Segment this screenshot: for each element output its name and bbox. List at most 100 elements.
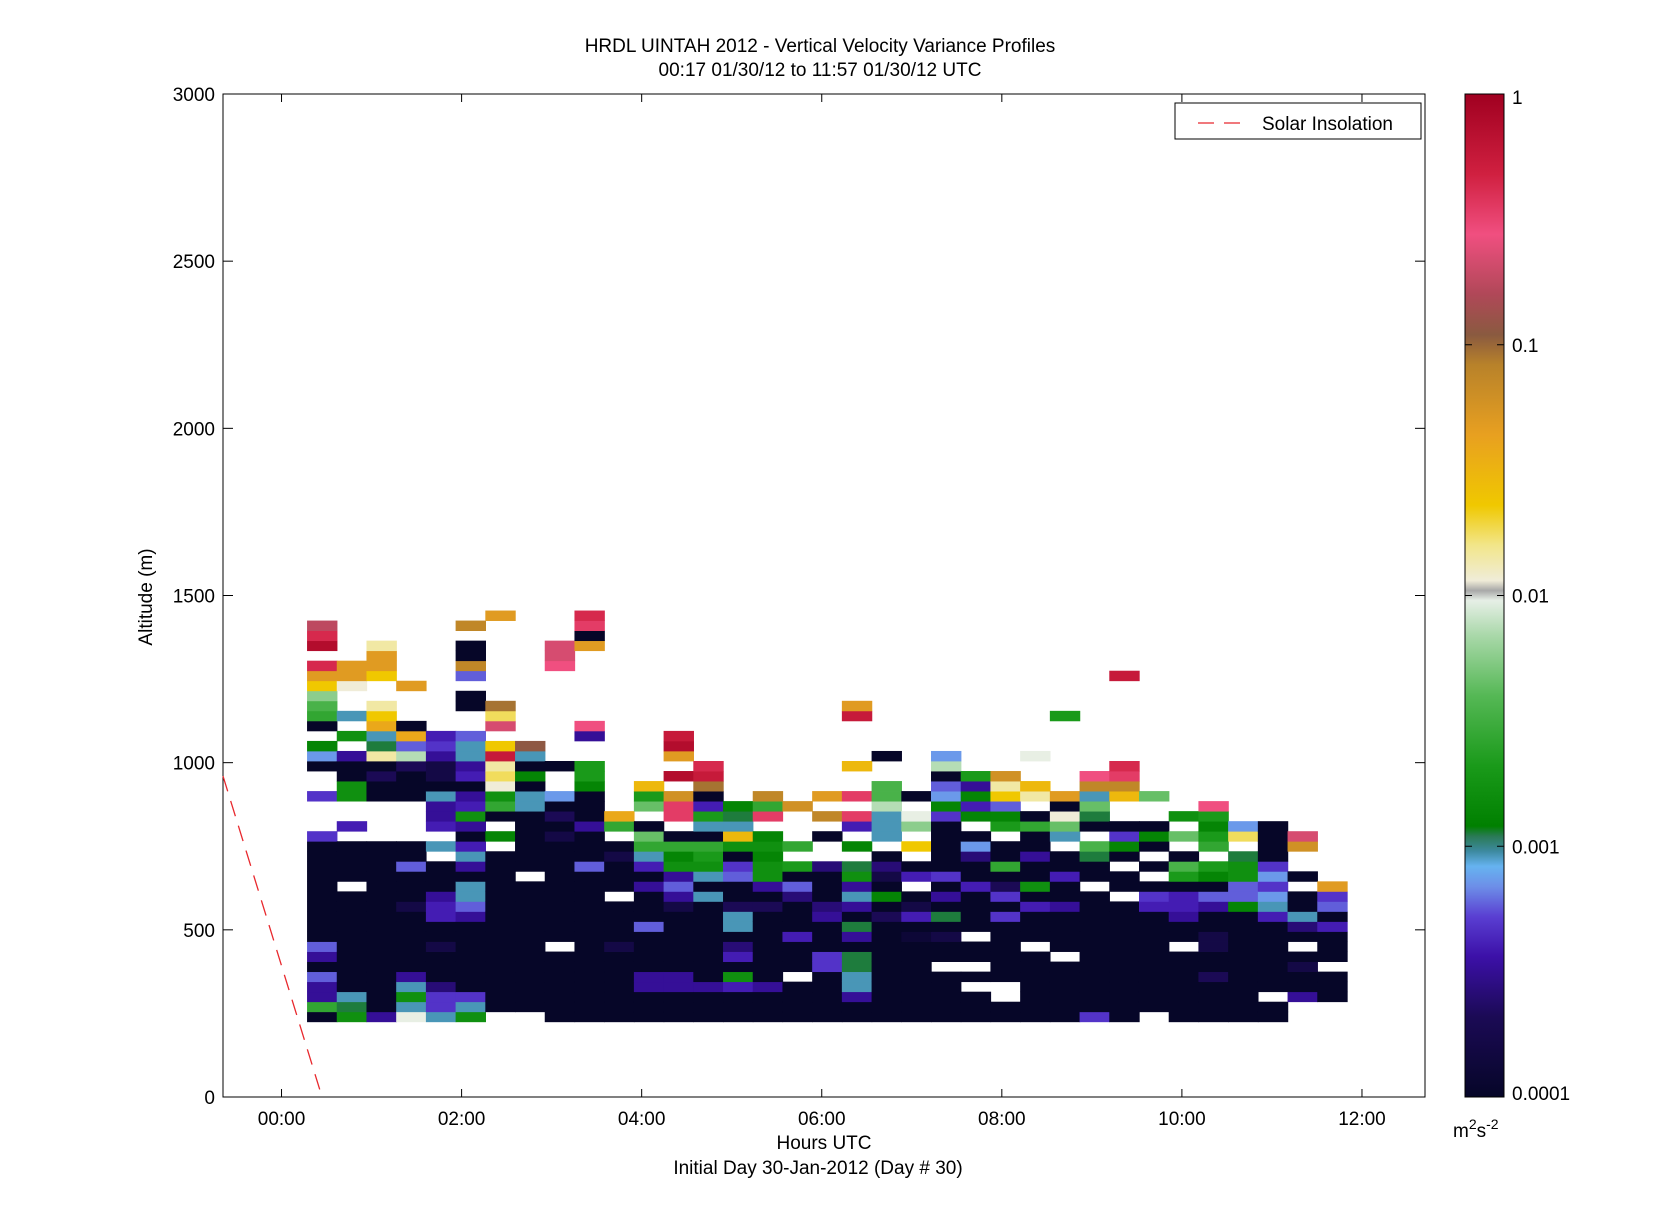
heatmap-cell xyxy=(1109,931,1140,942)
heatmap-cell xyxy=(574,811,605,822)
heatmap-cell xyxy=(425,1001,457,1013)
heatmap-cell xyxy=(455,771,486,782)
heatmap-cell xyxy=(307,760,338,772)
heatmap-cell xyxy=(1168,961,1200,973)
heatmap-cell xyxy=(1138,791,1170,802)
heatmap-cell xyxy=(1049,921,1081,932)
heatmap-cell xyxy=(1198,941,1229,952)
heatmap-cell xyxy=(544,1011,576,1023)
heatmap-cell xyxy=(693,1011,724,1023)
heatmap-cell xyxy=(515,941,546,952)
heatmap-cell xyxy=(1109,841,1140,852)
heatmap-cell xyxy=(960,871,992,882)
heatmap-cell xyxy=(515,891,546,902)
heatmap-cell xyxy=(990,881,1021,892)
heatmap-cell xyxy=(574,981,605,993)
heatmap-cell xyxy=(841,991,873,1003)
colorbar-tick-label: 1 xyxy=(1512,88,1523,109)
heatmap-cell xyxy=(366,1001,397,1013)
heatmap-cell xyxy=(336,981,368,993)
heatmap-cell xyxy=(1257,941,1289,952)
colorbar-unit: m2s-2 xyxy=(1453,1116,1499,1142)
heatmap-cell xyxy=(396,941,427,952)
heatmap-cell xyxy=(841,760,873,772)
heatmap-cell xyxy=(574,1011,605,1023)
heatmap-cell xyxy=(485,791,516,802)
heatmap-cell xyxy=(574,831,605,842)
heatmap-cell xyxy=(693,991,724,1003)
heatmap-cell xyxy=(812,991,843,1003)
heatmap-cell xyxy=(1168,891,1200,902)
heatmap-cell xyxy=(841,971,873,983)
heatmap-cell xyxy=(931,971,962,983)
heatmap-cell xyxy=(307,971,338,983)
heatmap-cell xyxy=(574,991,605,1003)
heatmap-cell xyxy=(336,730,368,742)
heatmap-cell xyxy=(544,981,576,993)
heatmap-cell xyxy=(1049,971,1081,983)
heatmap-cell xyxy=(1257,891,1289,902)
x-axis-secondary-label: Initial Day 30-Jan-2012 (Day # 30) xyxy=(673,1158,962,1179)
heatmap-cell xyxy=(574,921,605,932)
heatmap-cell xyxy=(901,1011,932,1023)
heatmap-cell xyxy=(1138,931,1170,942)
x-axis-ticks: 00:00 02:00 04:00 06:00 08:00 10:00 12:00 xyxy=(258,94,1386,1130)
heatmap-cell xyxy=(633,971,665,983)
heatmap-cell xyxy=(1079,941,1110,952)
heatmap-cell xyxy=(425,801,457,812)
heatmap-cell xyxy=(633,921,665,932)
heatmap-cell xyxy=(1168,861,1200,872)
heatmap-cell xyxy=(307,851,338,862)
heatmap-cell xyxy=(455,841,486,852)
heatmap-cell xyxy=(1287,931,1318,942)
heatmap-cell xyxy=(931,1001,962,1013)
heatmap-cell xyxy=(485,871,516,882)
x-axis-label: Hours UTC xyxy=(776,1133,871,1154)
heatmap-cells xyxy=(307,610,1348,1023)
heatmap-cell xyxy=(544,971,576,983)
heatmap-cell xyxy=(336,851,368,862)
heatmap-cell xyxy=(663,921,694,932)
heatmap-cell xyxy=(663,801,694,812)
heatmap-cell xyxy=(960,791,992,802)
heatmap-cell xyxy=(455,951,486,962)
heatmap-cell xyxy=(931,901,962,912)
heatmap-cell xyxy=(633,911,665,922)
heatmap-cell xyxy=(515,951,546,962)
heatmap-cell xyxy=(841,700,873,712)
heatmap-cell xyxy=(544,1001,576,1013)
heatmap-cell xyxy=(574,771,605,782)
solar-insolation-line xyxy=(222,775,323,1098)
heatmap-cell xyxy=(485,931,516,942)
heatmap-cell xyxy=(1079,991,1110,1003)
heatmap-cell xyxy=(1079,921,1110,932)
heatmap-cell xyxy=(307,700,338,712)
heatmap-cell xyxy=(633,891,665,902)
heatmap-cell xyxy=(812,861,843,872)
heatmap-cell xyxy=(336,821,368,832)
heatmap-cell xyxy=(1228,981,1259,993)
heatmap-cell xyxy=(1049,931,1081,942)
heatmap-cell xyxy=(1079,871,1110,882)
heatmap-cell xyxy=(574,620,605,632)
heatmap-cell xyxy=(782,841,813,852)
heatmap-cell xyxy=(366,901,397,912)
heatmap-cell xyxy=(812,1011,843,1023)
heatmap-cell xyxy=(604,1011,635,1023)
heatmap-cell xyxy=(455,911,486,922)
heatmap-cell xyxy=(901,811,932,822)
heatmap-cell xyxy=(307,660,338,672)
heatmap-cell xyxy=(307,901,338,912)
heatmap-cell xyxy=(1317,971,1348,983)
heatmap-cell xyxy=(693,891,724,902)
heatmap-cell xyxy=(455,971,486,983)
heatmap-cell xyxy=(663,831,694,842)
heatmap-cell xyxy=(931,941,962,952)
heatmap-cell xyxy=(1257,901,1289,912)
heatmap-cell xyxy=(1228,961,1259,973)
heatmap-cell xyxy=(515,1001,546,1013)
heatmap-cell xyxy=(960,901,992,912)
heatmap-cell xyxy=(663,861,694,872)
heatmap-cell xyxy=(515,811,546,822)
heatmap-cell xyxy=(723,841,754,852)
